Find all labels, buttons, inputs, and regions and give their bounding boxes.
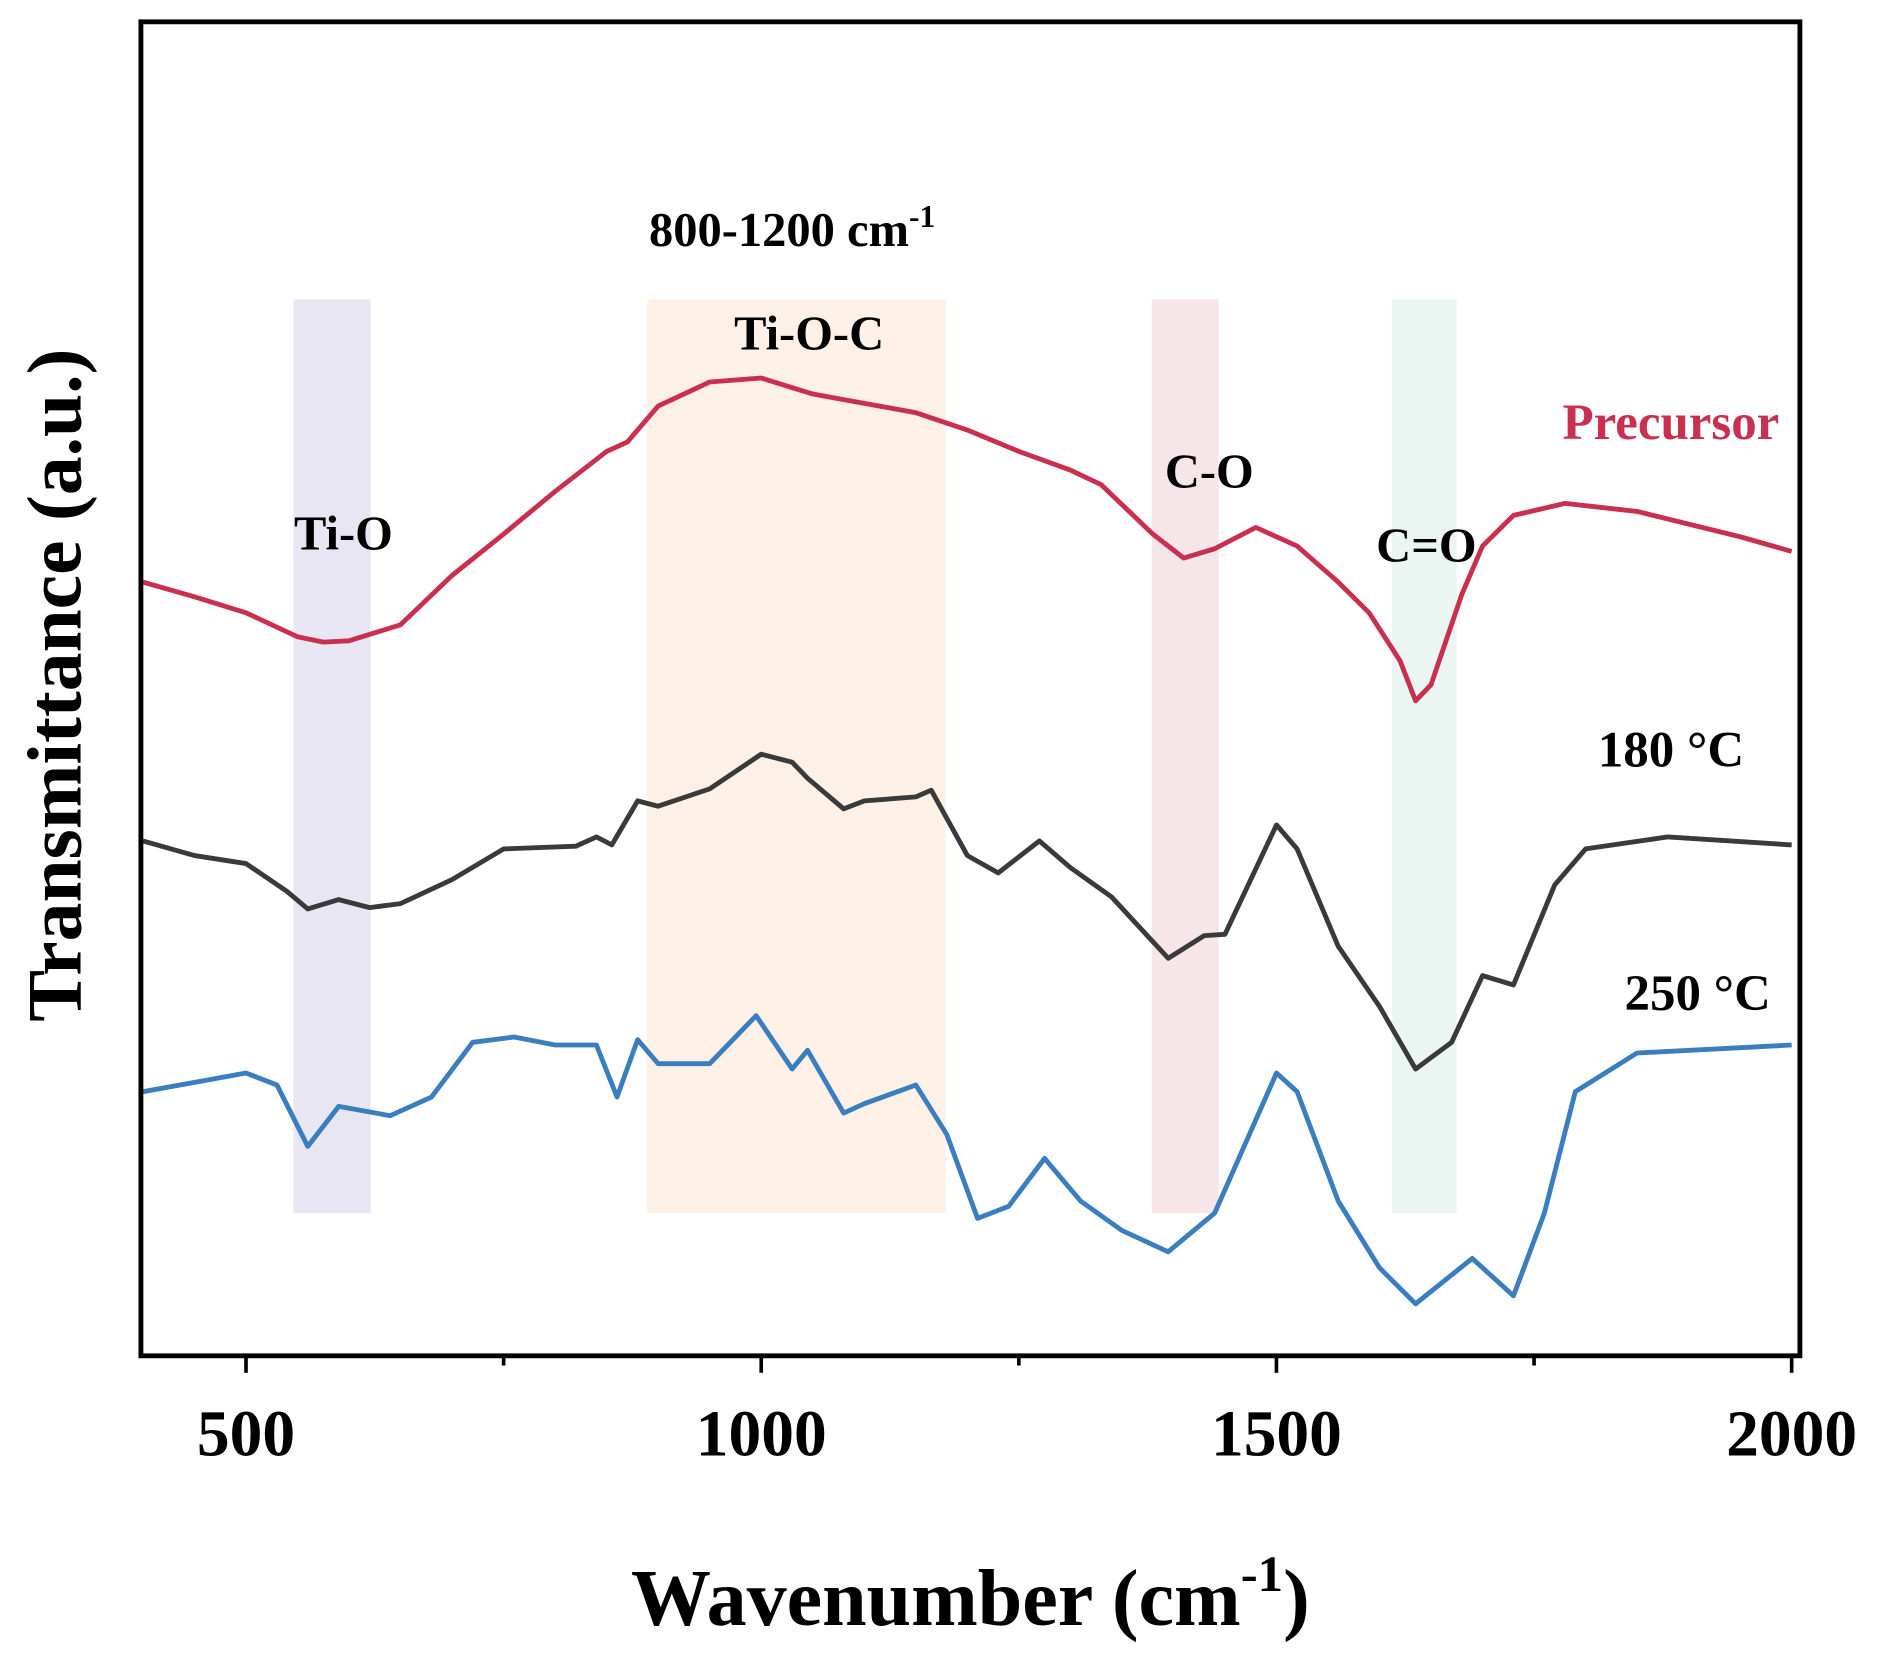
band-ti-o — [293, 299, 371, 1214]
series-line-250-c — [142, 1013, 1792, 1307]
band-label-ti-o-c: Ti-O-C — [734, 307, 884, 360]
x-tick-label: 2000 — [1726, 1398, 1857, 1470]
x-axis-label-end: ) — [1283, 1555, 1310, 1643]
plot-frame — [138, 19, 1803, 1359]
x-tick-label: 1000 — [696, 1398, 827, 1470]
y-axis-label: Transmittance (a.u.) — [11, 349, 97, 1022]
range-annotation: 800-1200 cm-1 — [649, 199, 935, 257]
x-axis-label: Wavenumber (cm-1) — [631, 1547, 1310, 1643]
band-ti-o-c — [646, 299, 946, 1214]
series-label-250c: 250 °C — [1625, 966, 1771, 1022]
band-c-o — [1151, 299, 1219, 1214]
series-layer — [142, 375, 1793, 1307]
band-ceqo — [1391, 299, 1457, 1214]
series-line-180-c — [142, 751, 1792, 1072]
band-label-c-o: C-O — [1165, 446, 1254, 499]
band-label-ti-o: Ti-O — [294, 507, 393, 560]
series-label-180c: 180 °C — [1598, 722, 1744, 778]
x-axis-label-text: Wavenumber (cm — [631, 1555, 1241, 1643]
range-annotation-sup: -1 — [909, 199, 935, 234]
bands-layer — [293, 299, 1457, 1214]
x-tick-label: 500 — [197, 1398, 295, 1470]
band-label-c-eq-o: C=O — [1376, 519, 1476, 572]
series-label-precursor: Precursor — [1562, 395, 1779, 451]
series-line-precursor — [142, 375, 1793, 704]
x-ticks: 500 1000 1500 2000 — [197, 1355, 1857, 1470]
range-annotation-text: 800-1200 cm — [649, 204, 909, 257]
x-axis-label-sup: -1 — [1241, 1547, 1283, 1603]
x-tick-label: 1500 — [1211, 1398, 1342, 1470]
